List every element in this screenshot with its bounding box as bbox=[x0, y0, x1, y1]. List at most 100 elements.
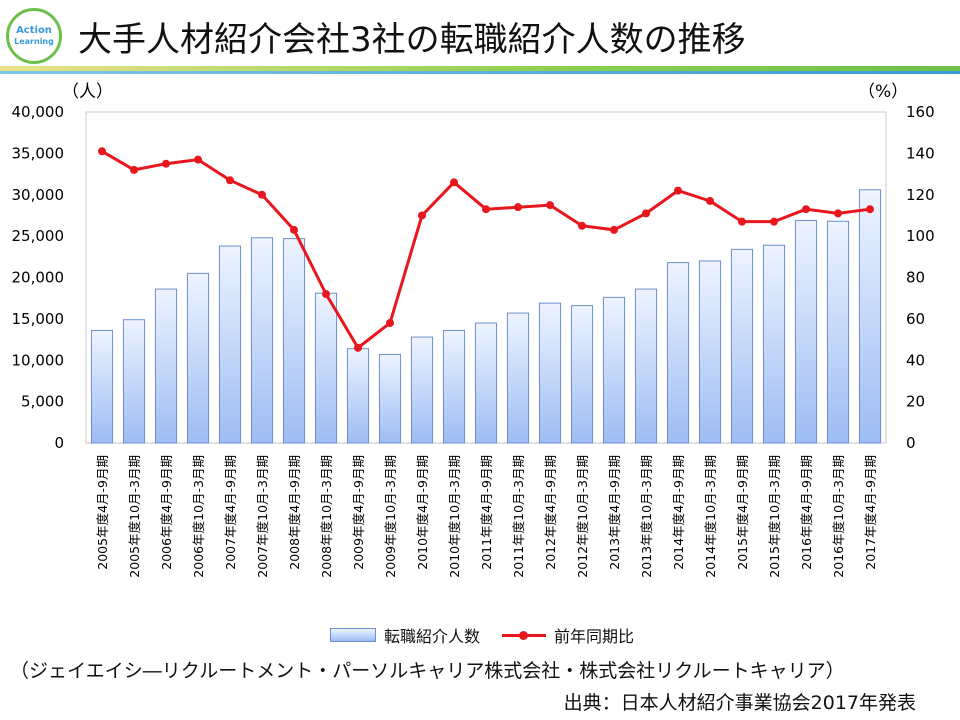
y-left-tick-label: 15,000 bbox=[12, 310, 65, 328]
company-note: （ジェイエイシ―リクルートメント・パーソルキャリア株式会社・株式会社リクルートキ… bbox=[10, 660, 845, 682]
line-point bbox=[738, 217, 746, 226]
line-point bbox=[322, 290, 330, 299]
y-right-tick-label: 140 bbox=[906, 144, 935, 162]
line-point bbox=[162, 159, 170, 168]
y-left-tick-label: 30,000 bbox=[12, 186, 65, 204]
legend: 転職紹介人数 前年同期比 bbox=[330, 623, 634, 647]
line-point bbox=[610, 225, 618, 234]
y-left-tick-label: 10,000 bbox=[12, 351, 65, 369]
bar bbox=[826, 220, 850, 444]
right-axis-unit: （%） bbox=[858, 82, 908, 102]
line-point bbox=[706, 196, 714, 205]
y-right-tick-label: 100 bbox=[906, 227, 935, 245]
line-point bbox=[450, 178, 458, 187]
x-tick-label: 2007年度4月-9月期 bbox=[223, 455, 238, 570]
bar bbox=[346, 348, 370, 444]
y-left-tick-label: 20,000 bbox=[12, 269, 65, 287]
x-tick-label: 2015年度4月-9月期 bbox=[735, 455, 750, 570]
line-point bbox=[258, 190, 266, 199]
bar bbox=[442, 329, 466, 444]
bar bbox=[730, 248, 754, 444]
x-tick-label: 2016年度4月-9月期 bbox=[799, 455, 814, 570]
y-left-tick-label: 25,000 bbox=[12, 227, 65, 245]
y-right-tick-label: 0 bbox=[906, 434, 916, 452]
bar bbox=[794, 219, 818, 444]
line-point bbox=[674, 186, 682, 195]
line-point bbox=[642, 209, 650, 218]
line-point bbox=[546, 201, 554, 210]
x-tick-label: 2006年度4月-9月期 bbox=[159, 455, 174, 570]
bar bbox=[506, 312, 530, 444]
bar bbox=[250, 237, 274, 444]
legend-bar-swatch bbox=[330, 628, 376, 642]
y-left-tick-label: 0 bbox=[54, 434, 64, 452]
y-right-tick-label: 40 bbox=[906, 351, 925, 369]
bar bbox=[762, 244, 786, 444]
y-right-tick-label: 60 bbox=[906, 310, 925, 328]
x-tick-label: 2011年度4月-9月期 bbox=[479, 455, 494, 570]
line-point bbox=[866, 205, 874, 214]
left-axis-unit: （人） bbox=[62, 82, 113, 102]
bar bbox=[122, 319, 146, 444]
x-tick-label: 2013年度4月-9月期 bbox=[607, 455, 622, 570]
x-tick-label: 2014年度4月-9月期 bbox=[671, 455, 686, 570]
series-line bbox=[101, 150, 871, 350]
line-point bbox=[226, 176, 234, 185]
legend-line-swatch bbox=[502, 630, 547, 640]
line-point bbox=[354, 343, 362, 352]
bar bbox=[186, 272, 210, 444]
line-point bbox=[802, 205, 810, 214]
x-tick-label: 2010年度10月-3月期 bbox=[447, 455, 462, 578]
y-right-tick-label: 20 bbox=[906, 393, 925, 411]
line-point bbox=[418, 211, 426, 220]
x-tick-label: 2016年度10月-3月期 bbox=[831, 455, 846, 578]
line-point bbox=[834, 209, 842, 218]
bar bbox=[538, 302, 562, 444]
y-right-tick-label: 80 bbox=[906, 269, 925, 287]
line-point bbox=[482, 205, 490, 214]
bar bbox=[154, 288, 178, 444]
x-tick-label: 2010年度4月-9月期 bbox=[415, 455, 430, 570]
line-point bbox=[514, 203, 522, 212]
legend-bar-label: 転職紹介人数 bbox=[384, 627, 481, 646]
line-point bbox=[770, 217, 778, 226]
bar bbox=[314, 292, 338, 444]
x-tick-label: 2017年度4月-9月期 bbox=[863, 455, 878, 570]
x-tick-label: 2009年度10月-3月期 bbox=[383, 455, 398, 578]
x-tick-label: 2007年度10月-3月期 bbox=[255, 455, 270, 578]
line-point bbox=[130, 165, 138, 174]
bar bbox=[634, 288, 658, 444]
line-point bbox=[290, 225, 298, 234]
logo-line2: Learning bbox=[14, 37, 54, 46]
line-point bbox=[194, 155, 202, 164]
bar bbox=[602, 296, 626, 444]
x-tick-label: 2012年度4月-9月期 bbox=[543, 455, 558, 570]
bar bbox=[858, 189, 882, 444]
x-tick-label: 2005年度4月-9月期 bbox=[95, 455, 110, 570]
x-tick-label: 2013年度10月-3月期 bbox=[639, 455, 654, 578]
bar bbox=[282, 238, 306, 444]
bar bbox=[378, 353, 402, 444]
logo-line1: Action bbox=[16, 25, 52, 36]
header-rule-accent bbox=[0, 71, 960, 74]
bar bbox=[90, 329, 114, 444]
x-tick-label: 2009年度4月-9月期 bbox=[351, 455, 366, 570]
x-tick-label: 2015年度10月-3月期 bbox=[767, 455, 782, 578]
bar bbox=[218, 245, 242, 444]
y-left-tick-label: 5,000 bbox=[21, 393, 64, 411]
line-point bbox=[578, 221, 586, 230]
y-left-tick-label: 40,000 bbox=[12, 103, 65, 121]
x-tick-label: 2008年度4月-9月期 bbox=[287, 455, 302, 570]
x-tick-label: 2011年度10月-3月期 bbox=[511, 455, 526, 578]
bar bbox=[666, 262, 690, 444]
y-right-tick-label: 160 bbox=[906, 103, 935, 121]
y-right-tick-label: 120 bbox=[906, 186, 935, 204]
bar bbox=[474, 322, 498, 444]
x-tick-label: 2014年度10月-3月期 bbox=[703, 455, 718, 578]
line-point bbox=[98, 147, 106, 156]
bar bbox=[698, 260, 722, 444]
line-point bbox=[386, 319, 394, 328]
x-tick-label: 2006年度10月-3月期 bbox=[191, 455, 206, 578]
page-title: 大手人材紹介会社3社の転職紹介人数の推移 bbox=[78, 20, 746, 60]
bar bbox=[410, 336, 434, 444]
